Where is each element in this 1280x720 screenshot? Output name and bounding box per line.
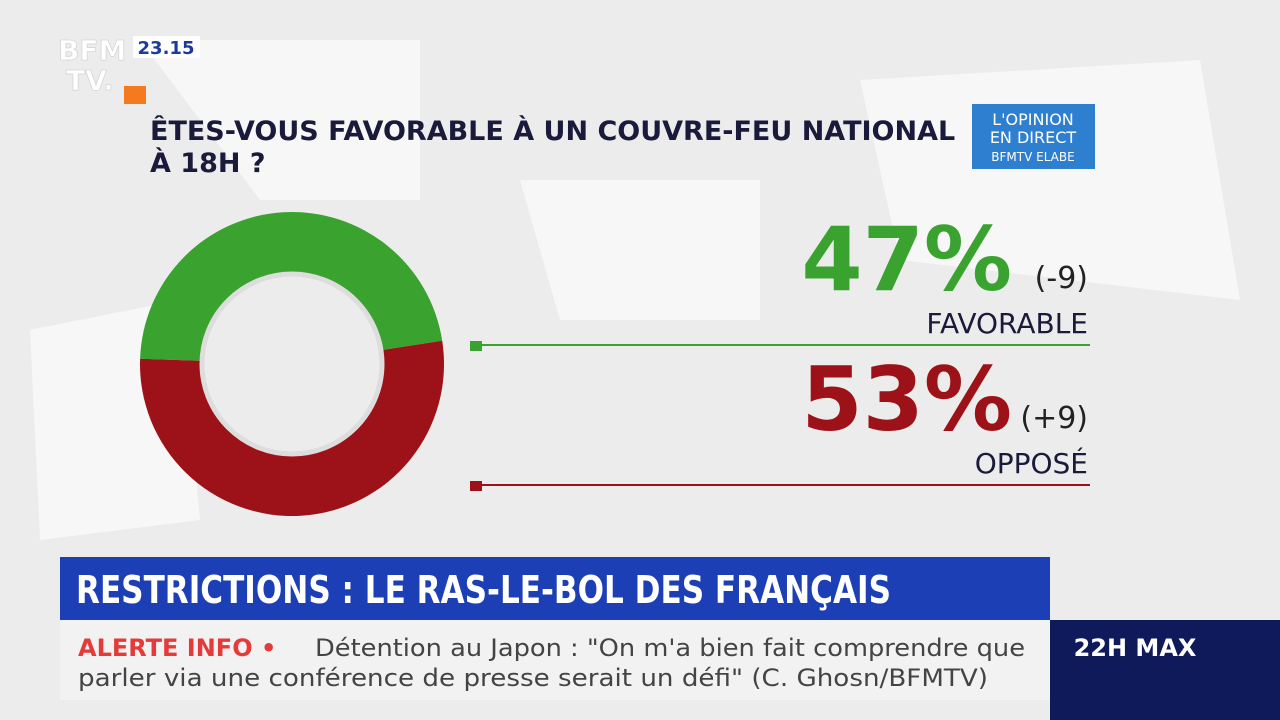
category-label: OPPOSÉ (975, 446, 1088, 480)
background-shapes (30, 40, 1240, 540)
value-label: 47% (801, 208, 1012, 311)
logo-box (60, 35, 126, 95)
separator-square (470, 481, 482, 491)
badge (972, 104, 1095, 169)
separator-square (470, 341, 482, 351)
logo-square (124, 86, 146, 104)
side-box (1050, 620, 1280, 720)
ticker-line1: Détention au Japon : "On m'a bien fait c… (315, 634, 1025, 662)
category-label: FAVORABLE (926, 307, 1088, 340)
ticker-line2: parler via une conférence de presse sera… (78, 664, 988, 692)
logo-top: BFM (58, 34, 126, 67)
chart-title-line2: À 18H ? (150, 147, 266, 179)
badge-line2: EN DIRECT (990, 128, 1077, 147)
banner-box (60, 557, 1050, 620)
chart-title: ÊTES-VOUS FAVORABLE À UN COUVRE-FEU NATI… (150, 115, 955, 147)
change-label: (-9) (1035, 261, 1088, 296)
badge-line3: BFMTV ELABE (991, 150, 1074, 164)
ticker-tag: ALERTE INFO • (78, 634, 276, 662)
donut-inner-ring (199, 271, 385, 457)
donut-segment (140, 212, 443, 361)
side-label: 22H MAX (1074, 634, 1197, 662)
ticker-box (60, 620, 1050, 700)
change-label: (+9) (1020, 401, 1088, 436)
logo-bottom: TV. (66, 64, 114, 97)
chart: 47% (-9) FAVORABLE 53% (+9) OPPOSÉ (140, 208, 1090, 516)
donut-segment (140, 340, 445, 516)
time-box (133, 36, 200, 58)
value-label: 53% (801, 348, 1012, 451)
time: 23.15 (138, 38, 195, 59)
banner: RESTRICTIONS : LE RAS-LE-BOL DES FRANÇAI… (76, 568, 891, 612)
badge-line1: L'OPINION (992, 110, 1074, 129)
